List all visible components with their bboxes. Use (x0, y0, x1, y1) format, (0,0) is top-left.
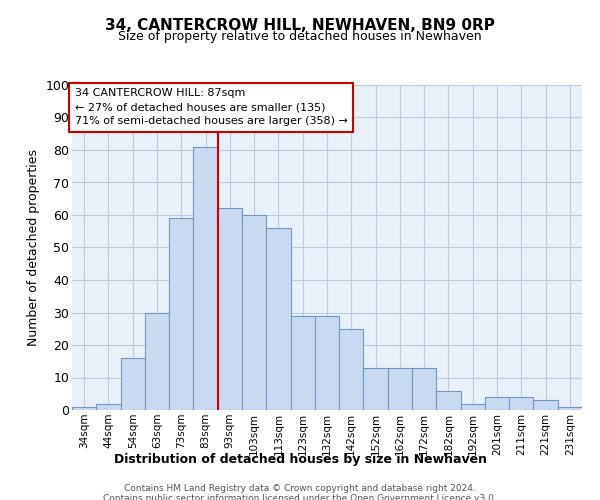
Bar (96, 404, 121, 410)
Bar (72, 407, 96, 410)
Text: Contains HM Land Registry data © Crown copyright and database right 2024.: Contains HM Land Registry data © Crown c… (124, 484, 476, 493)
Bar (388, 368, 412, 410)
Bar (412, 368, 436, 410)
Bar (509, 397, 533, 410)
Bar (242, 215, 266, 410)
Bar (121, 358, 145, 410)
Text: Distribution of detached houses by size in Newhaven: Distribution of detached houses by size … (113, 452, 487, 466)
Bar (485, 397, 509, 410)
Text: Contains public sector information licensed under the Open Government Licence v3: Contains public sector information licen… (103, 494, 497, 500)
Bar (290, 316, 315, 410)
Y-axis label: Number of detached properties: Number of detached properties (27, 149, 40, 346)
Bar (145, 312, 169, 410)
Bar (364, 368, 388, 410)
Bar (218, 208, 242, 410)
Bar (436, 390, 461, 410)
Bar (169, 218, 193, 410)
Text: 34, CANTERCROW HILL, NEWHAVEN, BN9 0RP: 34, CANTERCROW HILL, NEWHAVEN, BN9 0RP (105, 18, 495, 32)
Bar (266, 228, 290, 410)
Text: Size of property relative to detached houses in Newhaven: Size of property relative to detached ho… (118, 30, 482, 43)
Bar (339, 329, 364, 410)
Bar (461, 404, 485, 410)
Bar (315, 316, 339, 410)
Text: 34 CANTERCROW HILL: 87sqm
← 27% of detached houses are smaller (135)
71% of semi: 34 CANTERCROW HILL: 87sqm ← 27% of detac… (74, 88, 347, 126)
Bar (558, 407, 582, 410)
Bar (533, 400, 558, 410)
Bar (193, 146, 218, 410)
